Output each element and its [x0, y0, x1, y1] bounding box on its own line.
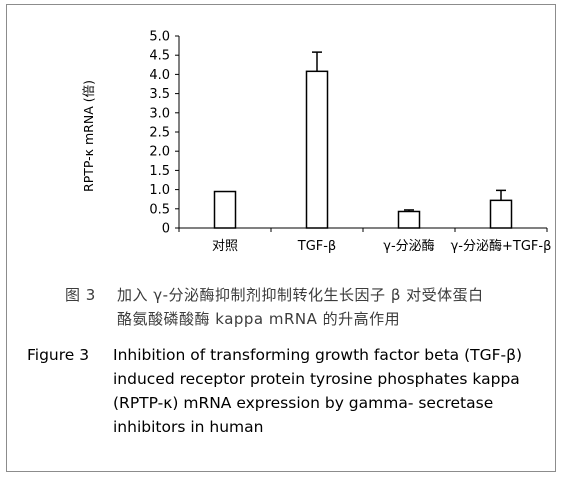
bar [489, 199, 513, 229]
y-tick-label: 1.0 [149, 183, 170, 198]
chart-axes: 0 0.5 1.0 1.5 2.0 2.5 3.0 3.5 4.0 4.5 5.0 对照 TGF-β γ-… [149, 30, 551, 255]
y-tick-label: 4.0 [149, 68, 170, 83]
x-tick-label: TGF-β [297, 239, 336, 254]
figure-frame: RPTP-κ mRNA (倍) 0 0.5 1.0 1.5 2.0 2.5 3.0 3.5 4.… [6, 4, 556, 472]
caption-en-line3: (RPTP-κ) mRNA expression by gamma- secre… [113, 394, 494, 412]
bar [213, 190, 237, 229]
caption-zh-line1: 加入 γ-分泌酶抑制剂抑制转化生长因子 β 对受体蛋白 [117, 286, 484, 304]
y-tick-label: 0 [162, 222, 170, 237]
y-tick-label: 2.5 [149, 126, 170, 141]
y-tick-label: 2.0 [149, 145, 170, 160]
bar [305, 70, 329, 229]
bar [397, 210, 421, 229]
x-tick-label: γ-分泌酶 [383, 238, 434, 254]
y-tick-label: 4.5 [149, 49, 170, 64]
y-tick-label: 5.0 [149, 30, 170, 45]
chart-bars [213, 51, 513, 229]
caption-zh-label: 图 3 [65, 286, 96, 304]
y-tick-label: 1.5 [149, 164, 170, 179]
y-axis-label: RPTP-κ mRNA (倍) [81, 80, 96, 192]
caption-zh-line2: 酪氨酸磷酸酶 kappa mRNA 的升高作用 [117, 310, 401, 328]
caption-en-line1: Inhibition of transforming growth factor… [113, 346, 523, 364]
y-tick-label: 3.5 [149, 87, 170, 102]
x-tick-label: γ-分泌酶+TGF-β [451, 238, 552, 254]
y-tick-label: 3.0 [149, 106, 170, 121]
caption-en-line4: inhibitors in human [113, 418, 264, 436]
bar-chart: RPTP-κ mRNA (倍) 0 0.5 1.0 1.5 2.0 2.5 3.0 3.5 4.… [81, 30, 551, 255]
y-tick-label: 0.5 [149, 202, 170, 217]
caption-en-line2: induced receptor protein tyrosine phosph… [113, 370, 520, 388]
x-tick-label: 对照 [212, 239, 238, 254]
caption-en-label: Figure 3 [27, 346, 90, 364]
